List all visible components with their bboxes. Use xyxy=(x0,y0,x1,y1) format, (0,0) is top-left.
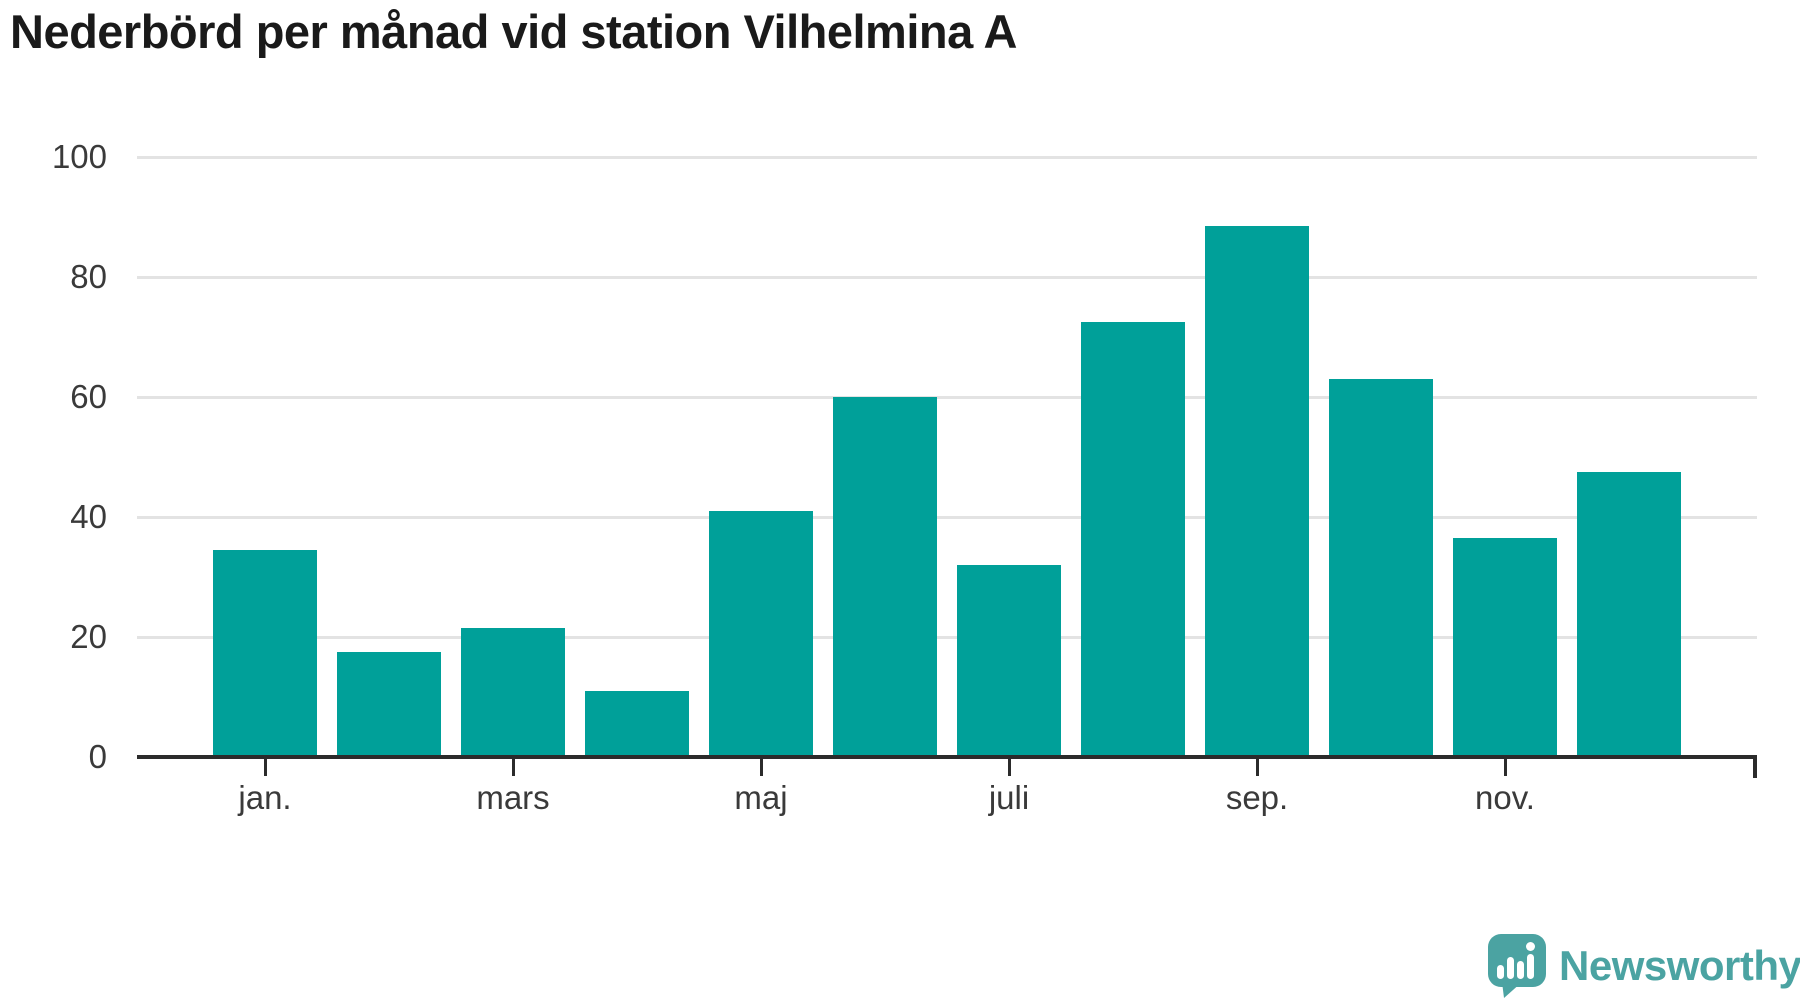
x-axis-tick xyxy=(1503,759,1507,776)
bar-feb xyxy=(337,652,441,757)
chart-title: Nederbörd per månad vid station Vilhelmi… xyxy=(10,5,1018,58)
x-axis-tick xyxy=(263,759,267,776)
y-gridline xyxy=(137,395,1757,399)
y-axis-label: 80 xyxy=(70,258,107,295)
y-gridline xyxy=(137,515,1757,519)
y-gridline xyxy=(137,275,1757,279)
y-axis-label: 100 xyxy=(51,138,107,175)
bar-maj xyxy=(709,511,813,757)
x-axis-line xyxy=(137,755,1757,759)
x-axis-label: sep. xyxy=(1225,779,1289,816)
y-axis-label: 40 xyxy=(70,498,107,535)
bar-mars xyxy=(461,628,565,757)
y-gridline xyxy=(137,155,1757,159)
x-axis-label: maj xyxy=(734,779,788,816)
bar-okt xyxy=(1329,379,1433,757)
x-axis-label: juli xyxy=(988,779,1030,816)
bar-dec xyxy=(1577,472,1681,757)
bar-nov xyxy=(1453,538,1557,757)
x-axis-tick xyxy=(511,759,515,776)
newsworthy-logo-icon xyxy=(1488,934,1546,998)
x-axis-label: mars xyxy=(476,779,550,816)
y-gridline xyxy=(137,635,1757,639)
x-axis-tick xyxy=(1007,759,1011,776)
bar-apr xyxy=(585,691,689,757)
y-axis-label: 0 xyxy=(88,738,107,775)
x-axis-label: jan. xyxy=(238,779,292,816)
x-axis-label: nov. xyxy=(1475,779,1535,816)
newsworthy-logo-text: Newsworthy xyxy=(1559,942,1800,989)
bar-sep xyxy=(1205,226,1309,757)
bar-juli xyxy=(957,565,1061,757)
x-axis-end-cap xyxy=(1753,755,1757,778)
bar-juni xyxy=(833,397,937,757)
bar-jan xyxy=(213,550,317,757)
y-axis-label: 60 xyxy=(70,378,107,415)
x-axis-tick xyxy=(759,759,763,776)
y-axis-label: 20 xyxy=(70,618,107,655)
newsworthy-logo: Newsworthy xyxy=(1488,934,1800,998)
bar-aug xyxy=(1081,322,1185,757)
x-axis-tick xyxy=(1255,759,1259,776)
